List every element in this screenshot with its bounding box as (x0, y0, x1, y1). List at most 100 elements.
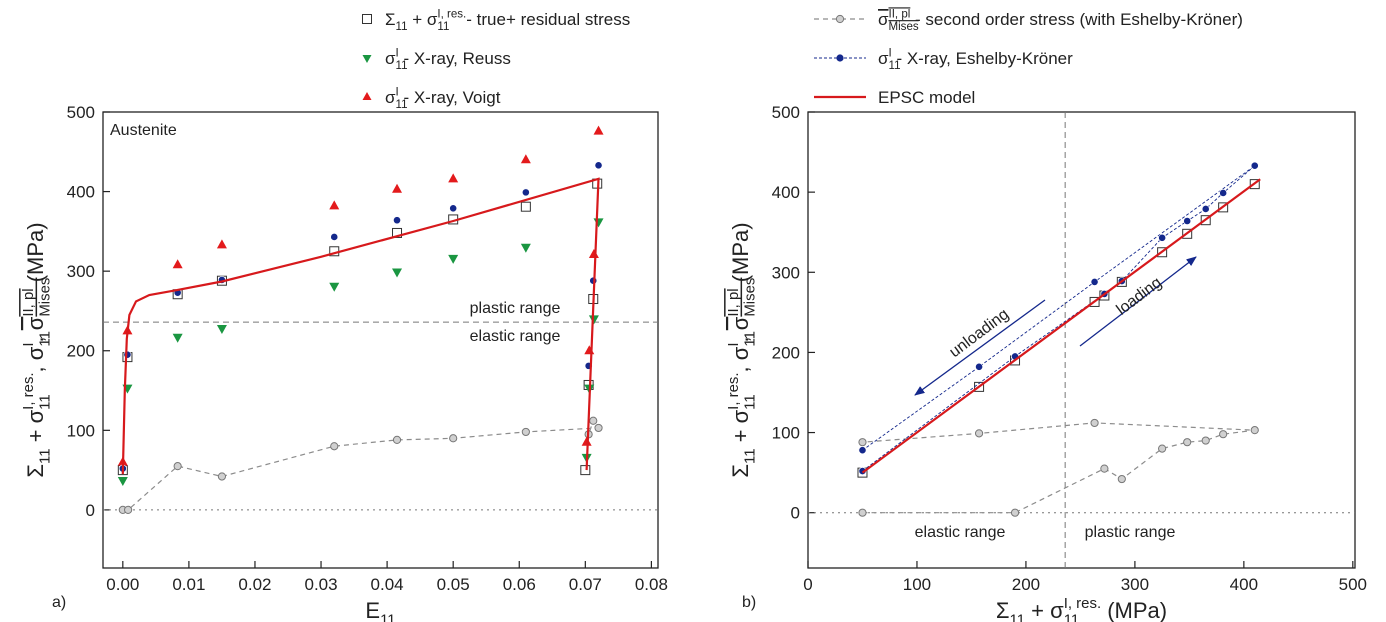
point (581, 436, 592, 446)
point (392, 227, 403, 238)
point (1183, 217, 1192, 225)
x-tick-label: 0.07 (569, 575, 602, 594)
x-tick-label: 0.06 (503, 575, 536, 594)
text-part: 11 (396, 60, 408, 72)
point (330, 233, 339, 241)
series-line (861, 178, 1261, 474)
legend-label: σ11I - X-ray, Voigt (385, 86, 501, 111)
annotation: elastic range (470, 328, 561, 345)
legend-marker (835, 14, 845, 24)
series-line (122, 419, 600, 511)
point (584, 345, 595, 355)
plot: 0 100 200 300 400 500 0 100 200 300 400 500 elastic … (742, 8, 1367, 611)
x-tick-label: 0.03 (304, 575, 337, 594)
point (1100, 464, 1109, 473)
point (858, 446, 867, 455)
series-line (862, 165, 1256, 472)
point (593, 218, 604, 228)
text-part: II, pl (725, 288, 742, 316)
text-part: I, res. (1064, 595, 1101, 612)
annotation: a) (52, 594, 66, 611)
annotation: b) (742, 594, 756, 611)
x-tick-label: 100 (903, 575, 931, 594)
point (589, 416, 598, 425)
text-part: 11 (889, 60, 901, 72)
x-tick-label: 200 (1012, 575, 1040, 594)
y-tick-label: 200 (67, 342, 95, 361)
point (588, 315, 599, 325)
y-tick-label: 300 (67, 262, 95, 281)
y-tick-label: 200 (772, 343, 800, 362)
point (588, 248, 599, 258)
text-part: I (396, 86, 399, 98)
text-part: 11 (437, 21, 449, 33)
y-tick-label: 0 (791, 504, 800, 523)
text-part: σ (728, 316, 753, 330)
point (594, 423, 603, 433)
text-part: - X-ray, Voigt (399, 88, 501, 107)
text-part: + σ (1025, 598, 1064, 622)
text-part: Σ (728, 464, 753, 478)
annotation: plastic range (1085, 524, 1176, 541)
legend-marker (362, 92, 372, 100)
point (1117, 474, 1126, 484)
text-part: I (889, 47, 892, 59)
point (216, 239, 227, 249)
point (520, 243, 531, 253)
point (1010, 508, 1020, 517)
annotation: plastic range (470, 300, 561, 317)
point (1250, 426, 1259, 435)
text-part: - true+ residual stress (466, 10, 630, 29)
x-tick-label: 500 (1339, 575, 1367, 594)
annotation: elastic range (915, 524, 1006, 541)
point (329, 200, 340, 210)
text-part: σ (385, 88, 396, 107)
x-axis-label: E11 (365, 598, 395, 622)
point (117, 476, 128, 486)
text-part: , (23, 330, 48, 342)
legend-label: σ11I - X-ray, Eshelby-Kröner (878, 47, 1073, 72)
plot: 0.00 0.01 0.02 0.03 0.04 0.05 0.06 0.07 0.08 0 100… (52, 8, 668, 611)
plot-frame (102, 111, 659, 569)
point (1219, 430, 1228, 439)
plot-frame (807, 111, 1356, 569)
point (593, 125, 604, 135)
point (594, 161, 603, 170)
text-part: EPSC model (878, 88, 975, 107)
y-tick-label: 100 (67, 421, 95, 440)
text-part: 11 (380, 612, 396, 622)
text-part: Mises (742, 278, 759, 317)
text-part: II, pl (889, 8, 911, 20)
point (329, 282, 340, 292)
text-part: I, res. (20, 372, 37, 409)
point (217, 472, 227, 481)
point (1158, 233, 1167, 242)
point (520, 154, 531, 164)
text-part: , σ (728, 346, 753, 372)
point (216, 324, 227, 334)
text-part: 11 (396, 99, 408, 111)
legend-marker (362, 55, 372, 63)
text-part: σ (23, 316, 48, 330)
annotation: unloading (946, 306, 1012, 361)
point (1090, 418, 1099, 428)
point (975, 362, 983, 371)
y-tick-label: 500 (67, 103, 95, 122)
y-tick-label: 300 (772, 263, 800, 282)
point (1183, 438, 1192, 447)
text-part: I, res. (437, 8, 466, 20)
annotation: Austenite (110, 122, 177, 139)
text-part: , σ (23, 346, 48, 372)
point (1250, 161, 1259, 170)
point (858, 438, 867, 447)
text-part: - X-ray, Eshelby-Kröner (892, 49, 1073, 68)
legend-label: σ11I - X-ray, Reuss (385, 47, 511, 72)
point (974, 429, 984, 438)
point (172, 333, 183, 343)
text-part: E (365, 598, 380, 622)
point (330, 442, 339, 451)
x-tick-label: 0.04 (371, 575, 404, 594)
point (449, 434, 458, 443)
text-part: 11 (37, 331, 54, 347)
